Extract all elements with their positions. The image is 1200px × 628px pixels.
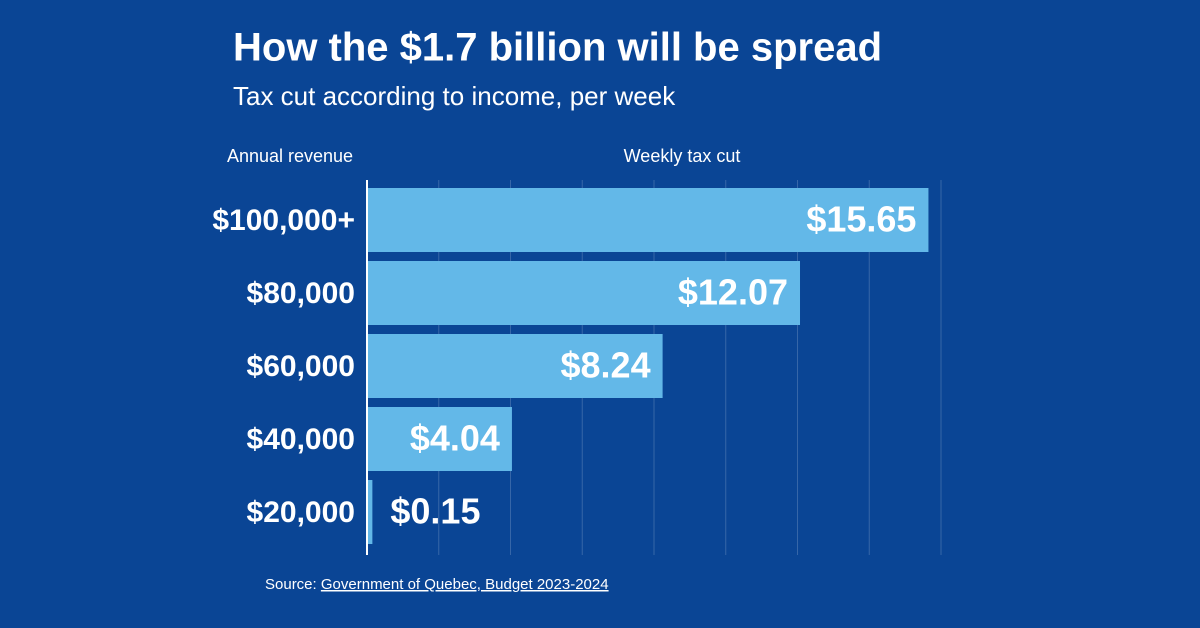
category-label: $40,000 bbox=[247, 423, 355, 456]
value-label: $0.15 bbox=[390, 491, 480, 532]
source-link[interactable]: Government of Quebec, Budget 2023-2024 bbox=[321, 576, 609, 593]
bar bbox=[367, 407, 512, 471]
bar bbox=[367, 188, 929, 252]
bar bbox=[367, 261, 801, 325]
chart-subtitle: Tax cut according to income, per week bbox=[233, 81, 676, 111]
bar bbox=[367, 480, 373, 544]
chart-title: How the $1.7 billion will be spread bbox=[233, 26, 882, 70]
source: Source: Government of Quebec, Budget 202… bbox=[265, 576, 609, 593]
category-label: $80,000 bbox=[247, 277, 355, 310]
source-prefix: Source: bbox=[265, 576, 317, 593]
category-label: $20,000 bbox=[247, 496, 355, 529]
bar bbox=[367, 334, 663, 398]
value-label: $8.24 bbox=[561, 345, 651, 386]
category-axis-label: Annual revenue bbox=[227, 146, 353, 166]
value-label: $4.04 bbox=[410, 418, 500, 459]
value-axis-label: Weekly tax cut bbox=[624, 146, 741, 166]
value-label: $12.07 bbox=[678, 272, 788, 313]
category-label: $100,000+ bbox=[212, 204, 355, 237]
value-label: $15.65 bbox=[806, 199, 916, 240]
category-label: $60,000 bbox=[247, 350, 355, 383]
